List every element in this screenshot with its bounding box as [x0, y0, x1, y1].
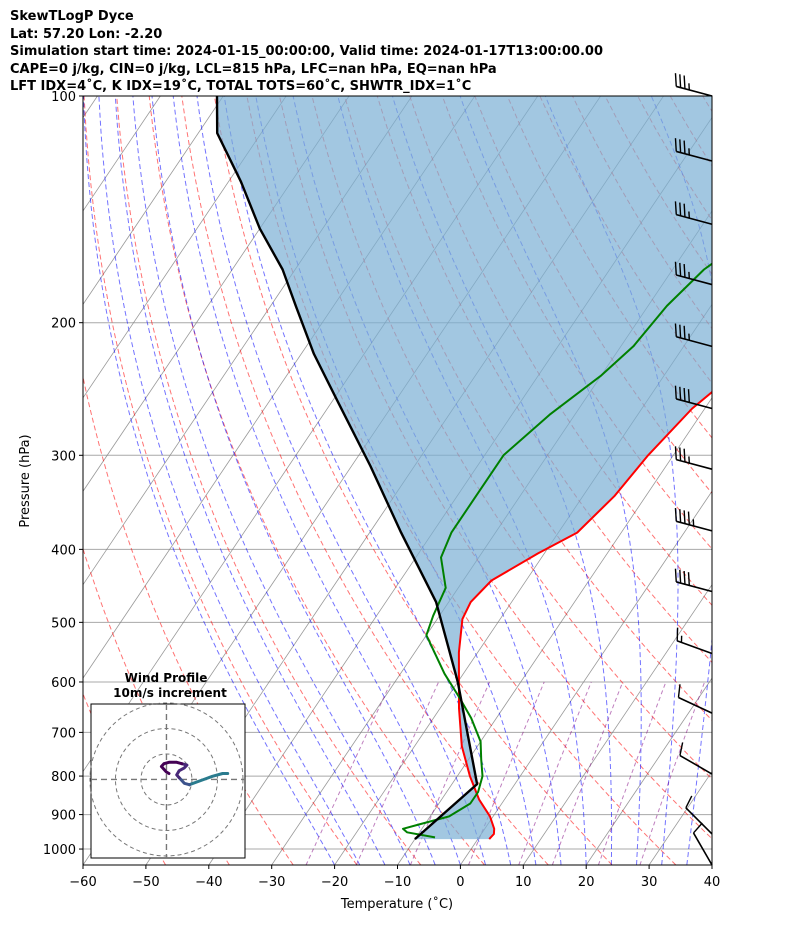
wind-barb — [679, 742, 713, 775]
isotherm — [397, 397, 712, 865]
dry-adiabat — [213, 96, 613, 865]
dry-adiabat — [768, 96, 794, 865]
wind-barb — [674, 201, 713, 225]
x-tick-label: 20 — [578, 875, 595, 890]
mixing-ratio-line — [639, 681, 706, 865]
y-tick-label: 800 — [51, 770, 76, 785]
station-coordinates: Lat: 57.20 Lon: -2.20 — [10, 26, 163, 42]
hodograph-subtitle: 10m/s increment — [113, 686, 227, 700]
x-tick-label: −40 — [195, 875, 222, 890]
isotherm — [83, 96, 224, 306]
wind-barb — [674, 73, 713, 97]
temperature-line — [457, 390, 712, 840]
wind-barb — [674, 385, 713, 410]
wind-barb — [692, 822, 713, 866]
y-tick-label: 400 — [51, 543, 76, 558]
moist-adiabat — [83, 96, 336, 865]
isotherm — [83, 96, 287, 399]
isotherm — [585, 677, 712, 865]
dry-adiabat — [83, 374, 294, 865]
chart-header: SkewTLogP Dyce Lat: 57.20 Lon: -2.20 Sim… — [10, 8, 603, 96]
moist-adiabat — [151, 96, 436, 865]
dry-adiabat — [148, 96, 485, 865]
isotherm — [460, 490, 712, 865]
chart-title: SkewTLogP Dyce — [10, 9, 134, 24]
dry-adiabat — [735, 96, 794, 865]
wind-barb — [674, 323, 713, 348]
mixing-ratio-line — [551, 681, 624, 865]
x-tick-label: −10 — [384, 875, 411, 890]
y-tick-label: 100 — [51, 90, 76, 105]
y-axis-label: Pressure (hPa) — [18, 434, 33, 527]
wind-barb — [674, 568, 713, 593]
hodograph-trace — [187, 772, 230, 787]
y-tick-label: 900 — [51, 809, 76, 824]
dewpoint-line — [402, 262, 712, 839]
x-axis-label: Temperature (˚C) — [340, 896, 453, 912]
mixing-ratio-line — [597, 681, 667, 865]
moist-adiabat — [172, 96, 461, 865]
y-tick-label: 600 — [51, 676, 76, 691]
x-tick-label: −60 — [69, 875, 96, 890]
x-tick-label: 30 — [641, 875, 658, 890]
x-tick-label: 10 — [515, 875, 532, 890]
moist-adiabat — [132, 96, 411, 865]
x-tick-label: 40 — [704, 875, 721, 890]
moist-adiabat — [114, 96, 386, 865]
x-tick-label: −30 — [258, 875, 285, 890]
hodograph-trace — [159, 760, 184, 775]
dry-adiabat — [83, 96, 358, 865]
wind-barb — [674, 446, 713, 470]
wind-barb — [674, 138, 713, 162]
x-tick-label: 0 — [456, 875, 464, 890]
wind-barb — [677, 684, 713, 714]
x-tick-label: −50 — [132, 875, 159, 890]
parcel-line — [215, 96, 479, 840]
x-tick-label: −20 — [321, 875, 348, 890]
stability-indices: LFT IDX=4˚C, K IDX=19˚C, TOTAL TOTS=60˚C… — [10, 79, 472, 94]
dry-adiabat — [181, 96, 549, 865]
hodograph-trace — [177, 776, 191, 787]
mixing-ratio-line — [518, 681, 592, 865]
y-tick-label: 1000 — [43, 843, 76, 858]
simulation-times: Simulation start time: 2024-01-15_00:00:… — [10, 44, 603, 59]
mixing-ratio-line — [305, 681, 392, 865]
y-tick-label: 200 — [51, 317, 76, 332]
moist-adiabat — [98, 96, 361, 865]
wind-barb — [685, 795, 713, 835]
hodograph-trace — [175, 762, 189, 780]
wind-barb — [674, 261, 713, 286]
isotherm — [711, 864, 712, 865]
dry-adiabat — [344, 96, 712, 721]
y-tick-label: 300 — [51, 449, 76, 464]
cape-shading — [217, 96, 712, 840]
wind-barb — [674, 508, 713, 532]
mixing-ratio-line — [468, 681, 545, 865]
stability-parameters: CAPE=0 j/kg, CIN=0 j/kg, LCL=815 hPa, LF… — [10, 61, 497, 77]
wind-barb — [676, 627, 713, 655]
hodograph-frame — [90, 703, 246, 859]
hodograph-title: Wind Profile — [125, 671, 208, 685]
mixing-ratio-line — [355, 681, 440, 865]
y-tick-label: 500 — [51, 616, 76, 631]
dry-adiabat — [702, 96, 712, 113]
y-tick-label: 700 — [51, 726, 76, 741]
